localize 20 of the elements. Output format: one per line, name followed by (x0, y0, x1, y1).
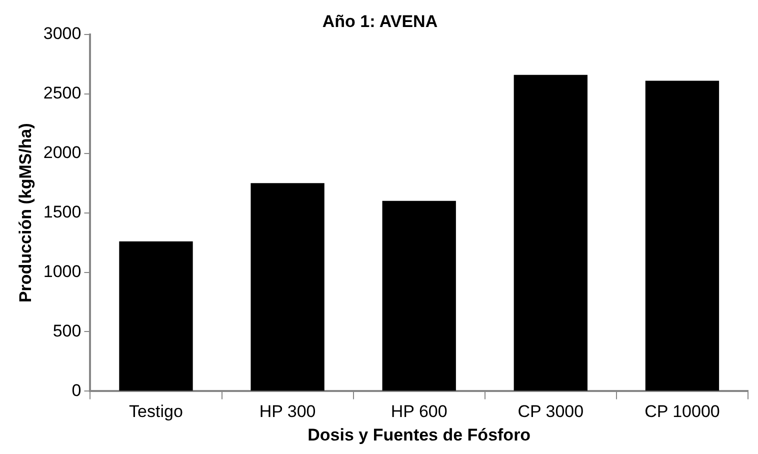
y-tick-label: 500 (52, 321, 82, 340)
x-tick-label: CP 3000 (518, 402, 584, 422)
x-axis-title: Dosis y Fuentes de Fósforo (308, 425, 531, 444)
x-tick-label: CP 10000 (644, 402, 720, 422)
chart-title: Año 1: AVENA (322, 12, 438, 31)
y-axis-title: Producción (kgMS/ha) (16, 123, 35, 303)
bar (645, 80, 720, 391)
y-tick-label: 1500 (43, 202, 82, 222)
bar (382, 200, 456, 391)
bar (514, 74, 588, 391)
y-tick-label: 2000 (43, 143, 82, 162)
x-tick-label: Testigo (129, 402, 183, 422)
y-tick-label: 1000 (43, 262, 82, 281)
bar (250, 183, 324, 391)
x-tick-label: HP 600 (390, 402, 448, 422)
bar (119, 241, 193, 391)
y-tick-label: 0 (72, 380, 82, 400)
y-tick-label: 2500 (43, 84, 82, 103)
x-tick-label: HP 300 (259, 402, 316, 422)
y-tick-label: 3000 (43, 24, 82, 44)
